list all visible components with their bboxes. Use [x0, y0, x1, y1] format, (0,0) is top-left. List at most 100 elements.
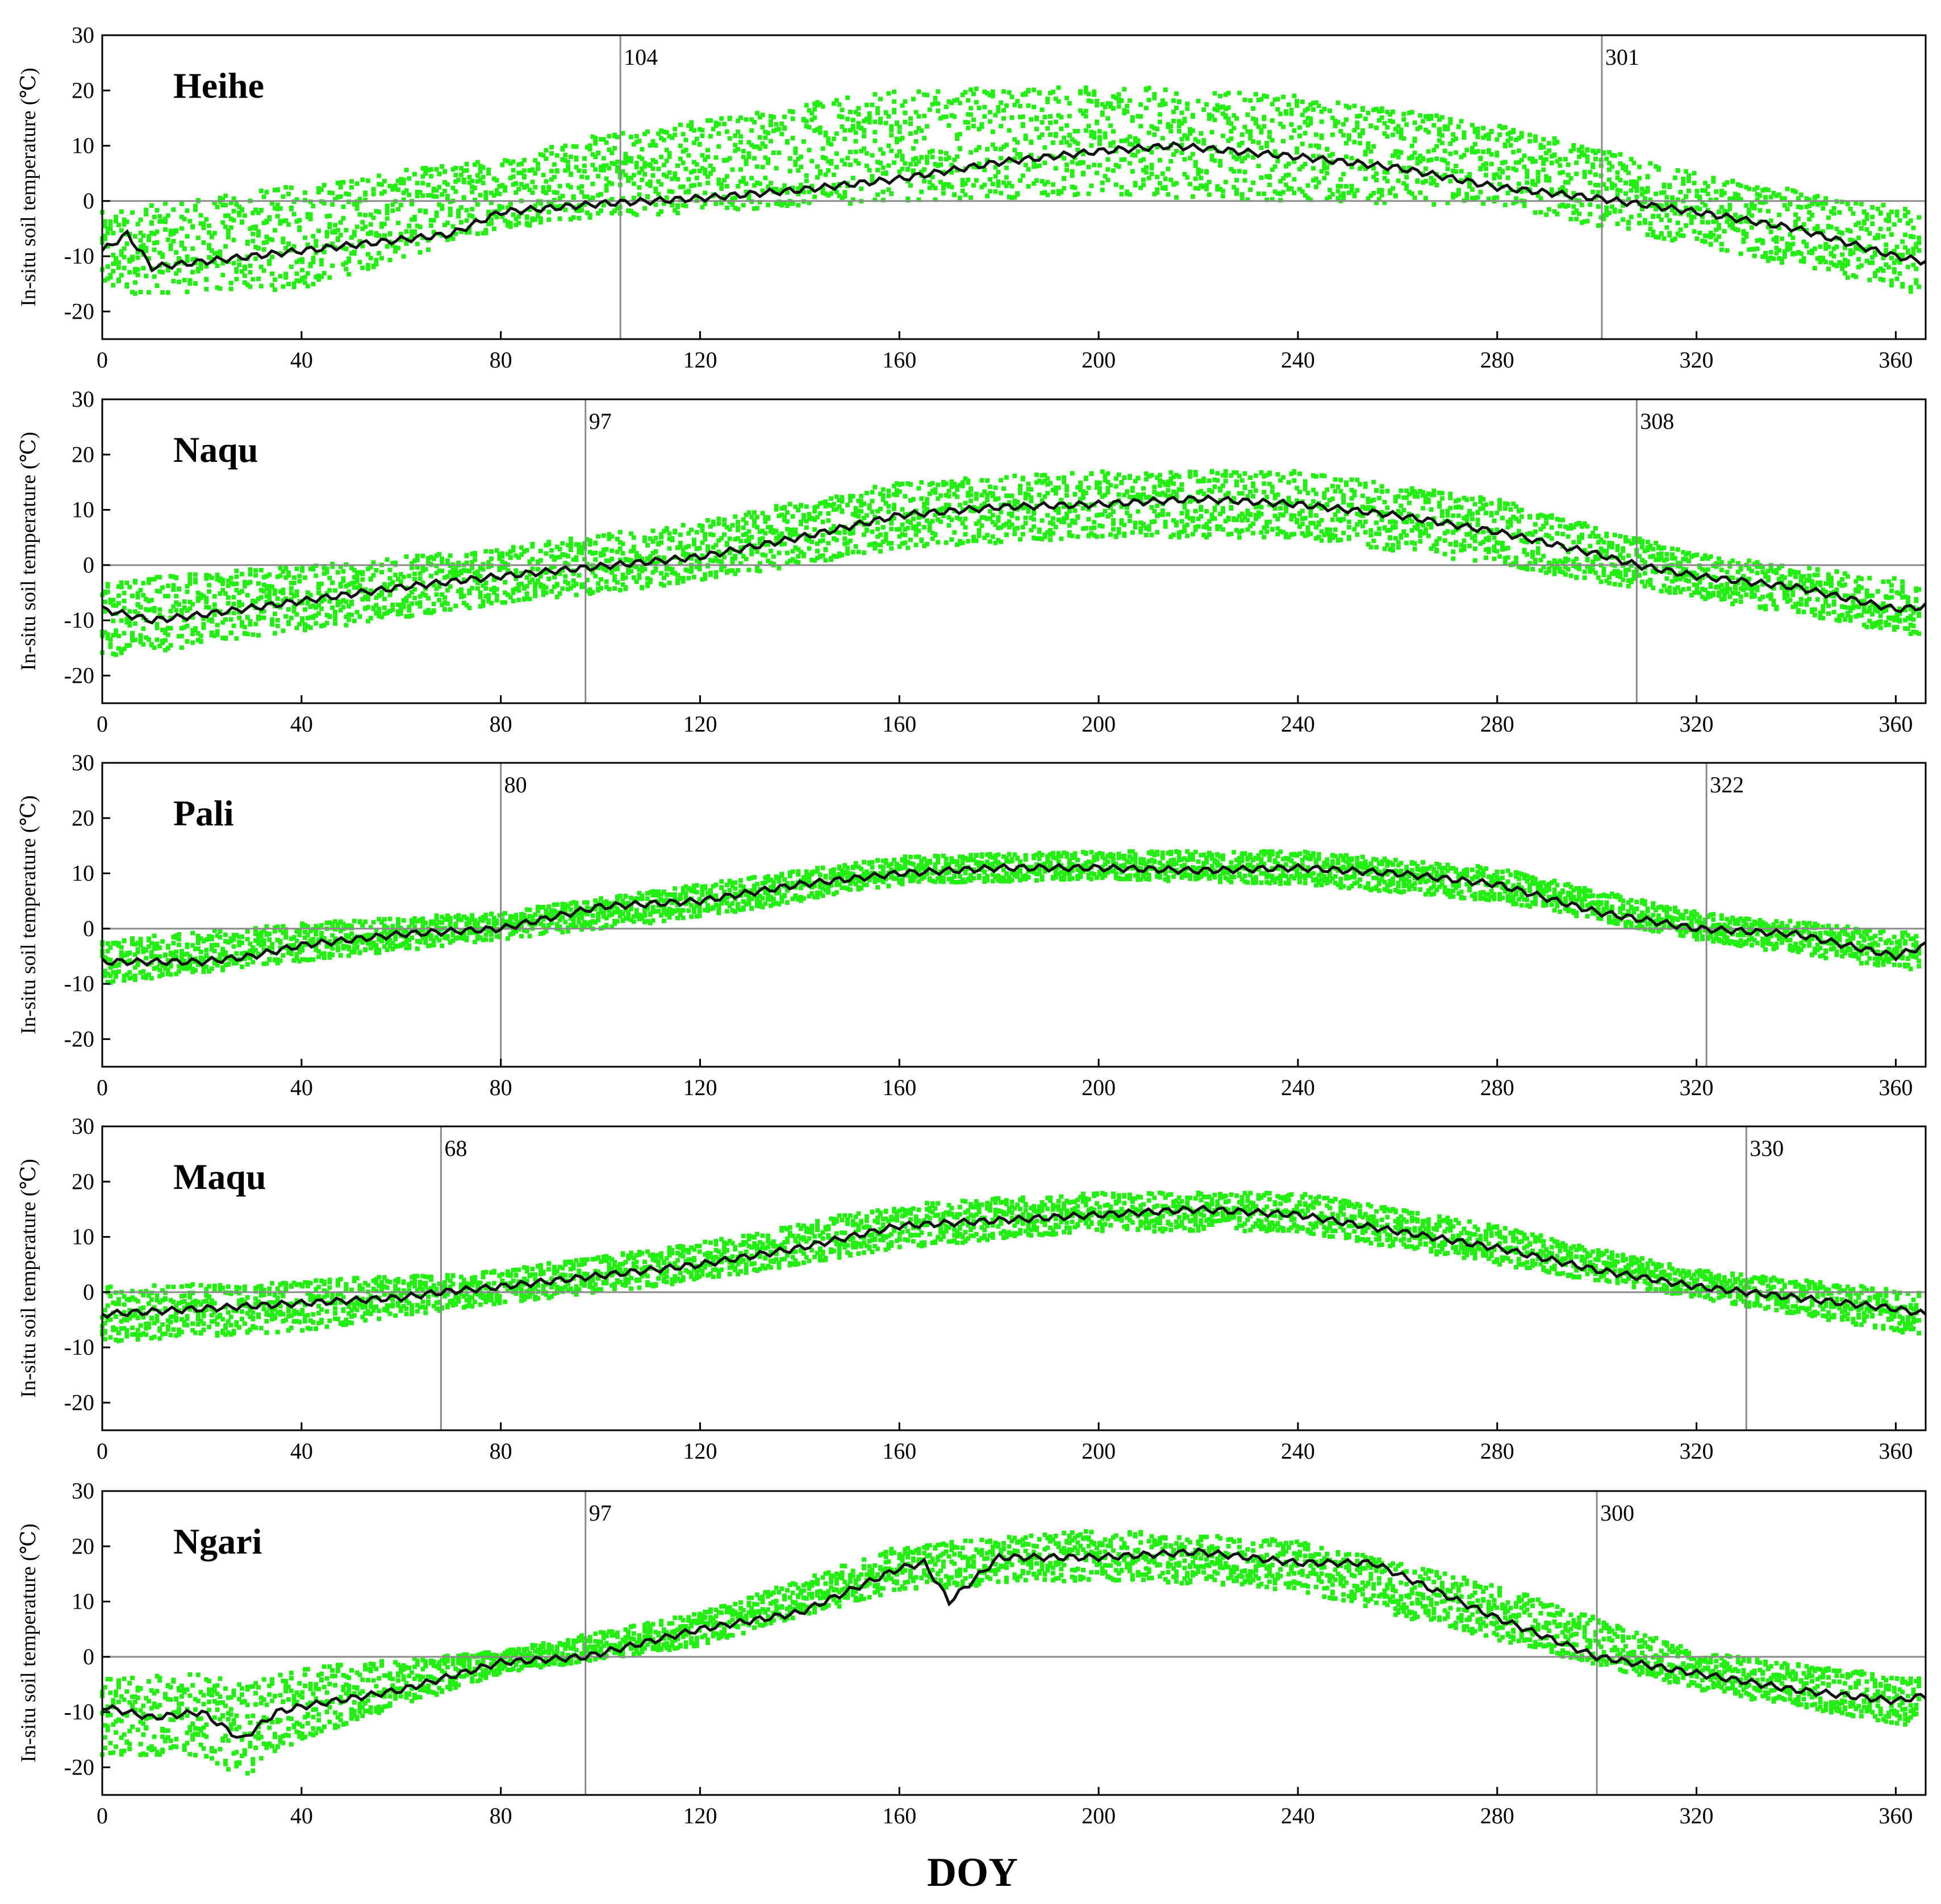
data-point — [316, 611, 322, 616]
data-point — [1818, 255, 1823, 260]
data-point — [1103, 174, 1108, 179]
data-point — [327, 614, 332, 619]
data-point — [275, 603, 280, 608]
data-point — [719, 565, 724, 570]
data-point — [538, 574, 543, 579]
data-point — [201, 240, 206, 245]
data-point — [850, 549, 855, 554]
data-point — [634, 165, 639, 170]
data-point — [990, 520, 995, 525]
data-point — [1004, 103, 1009, 108]
data-point — [533, 158, 538, 163]
data-point — [286, 222, 291, 227]
data-point — [579, 184, 585, 189]
data-point — [448, 570, 453, 575]
data-point — [193, 577, 198, 582]
data-point — [281, 591, 286, 596]
data-point — [1004, 183, 1009, 189]
data-point — [840, 508, 845, 513]
data-point — [475, 173, 480, 178]
data-point — [713, 555, 719, 560]
data-point — [834, 98, 839, 103]
data-point — [1571, 191, 1576, 196]
data-point — [461, 179, 466, 185]
data-point — [365, 178, 370, 183]
data-point — [1103, 131, 1108, 136]
data-point — [862, 133, 867, 139]
data-point — [1744, 185, 1749, 190]
data-point — [1149, 124, 1154, 129]
data-point — [1360, 106, 1365, 111]
data-point — [1207, 179, 1212, 185]
data-point — [549, 177, 554, 182]
data-point — [1735, 228, 1740, 233]
data-point — [1533, 138, 1538, 143]
data-point — [308, 212, 313, 217]
data-point — [607, 147, 612, 152]
data-point — [889, 527, 894, 532]
data-point — [1568, 148, 1573, 153]
data-point — [700, 166, 705, 171]
data-point — [875, 160, 880, 165]
data-point — [1111, 168, 1116, 173]
data-point — [486, 599, 491, 604]
data-point — [1516, 136, 1521, 141]
data-point — [387, 609, 393, 614]
data-point — [338, 194, 343, 199]
site-title: Heihe — [173, 65, 264, 106]
data-point — [985, 147, 990, 152]
data-point — [489, 217, 494, 222]
data-point — [796, 547, 801, 552]
data-point — [223, 224, 228, 229]
data-point — [322, 182, 327, 187]
data-point — [138, 244, 143, 249]
data-point — [853, 506, 858, 511]
data-point — [341, 578, 346, 583]
data-point — [1067, 143, 1072, 148]
data-point — [209, 575, 214, 581]
data-point — [300, 619, 305, 624]
data-point — [1878, 227, 1883, 232]
data-point — [834, 507, 839, 512]
data-point — [365, 266, 370, 271]
data-point — [333, 228, 338, 233]
data-point — [979, 515, 984, 520]
data-point — [187, 581, 193, 586]
data-point — [1311, 101, 1316, 106]
data-point — [784, 203, 790, 208]
data-point — [790, 109, 795, 114]
data-point — [941, 507, 946, 512]
data-point — [171, 583, 176, 588]
data-point — [1218, 105, 1223, 110]
data-point — [486, 595, 491, 600]
y-tick-label: 30 — [72, 22, 94, 48]
data-point — [878, 491, 883, 496]
data-point — [1199, 183, 1204, 189]
data-point — [483, 549, 489, 554]
data-point — [612, 574, 617, 579]
data-point — [324, 620, 329, 625]
data-point — [1596, 182, 1601, 187]
data-point — [1163, 176, 1168, 181]
data-point — [549, 554, 554, 559]
data-point — [774, 186, 779, 191]
data-point — [1259, 97, 1264, 102]
data-point — [234, 266, 239, 272]
data-point — [442, 600, 447, 605]
data-point — [568, 540, 573, 545]
data-point — [1749, 213, 1754, 218]
data-point — [787, 201, 792, 206]
data-point — [554, 582, 560, 587]
data-point — [957, 132, 962, 137]
data-point — [434, 194, 439, 199]
data-point — [1692, 229, 1697, 234]
data-point — [450, 224, 456, 229]
data-point — [1163, 186, 1168, 191]
data-point — [1275, 97, 1280, 102]
data-point — [1818, 244, 1823, 249]
data-point — [736, 118, 741, 123]
data-point — [407, 573, 412, 578]
data-point — [505, 592, 510, 598]
data-point — [656, 166, 661, 172]
